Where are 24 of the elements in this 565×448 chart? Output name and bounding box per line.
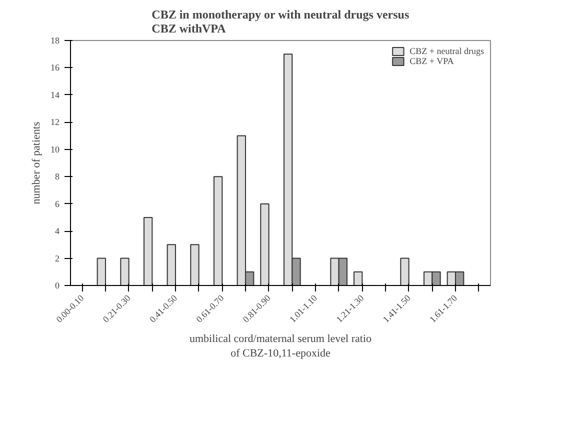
bar [354, 271, 363, 286]
y-tick-label: 0 [55, 280, 60, 290]
legend-label: CBZ + neutral drugs [410, 46, 484, 56]
bar [214, 176, 223, 286]
y-tick-label: 10 [50, 144, 60, 154]
y-tick-label: 18 [50, 36, 60, 46]
bar [190, 244, 200, 286]
legend-label: CBZ + VPA [410, 56, 454, 66]
bar [96, 258, 106, 286]
y-axis-title: number of patients [30, 122, 42, 204]
y-tick-label: 16 [50, 62, 60, 73]
y-tick-label: 8 [55, 172, 60, 182]
bar [144, 216, 153, 286]
y-tick-label: 4 [55, 226, 60, 236]
bar [120, 258, 130, 286]
y-tick-label: 2 [55, 253, 60, 264]
bar [166, 244, 176, 286]
bar [260, 203, 270, 286]
x-axis-title: umbilical cord/maternal serum level ratio of CBZ-10,11-epoxide [189, 333, 372, 360]
bar [400, 258, 410, 286]
y-tick-label: 14 [50, 90, 60, 100]
y-tick-label: 12 [50, 117, 60, 128]
chart-title: CBZ in monotherapy or with neutral drugs versus CBZ withVPA [152, 8, 410, 36]
y-tick-label: 6 [55, 198, 60, 209]
